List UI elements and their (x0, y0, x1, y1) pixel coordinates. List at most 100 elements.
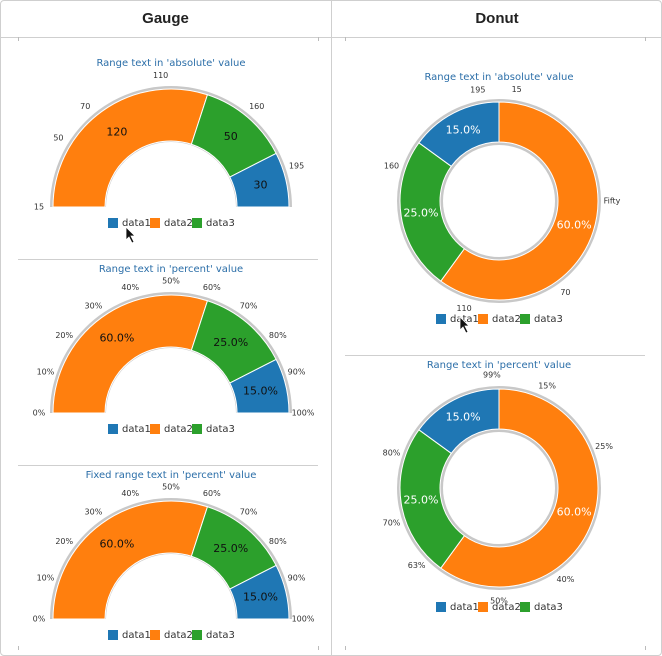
gauge-percent-range-label: 0% (33, 409, 46, 418)
corner-tick (645, 646, 646, 650)
gauge-percent-legend-swatch-data3 (192, 424, 202, 434)
gauge-fixed-percent-range-label: 30% (85, 508, 103, 517)
gauge-separator-2 (18, 465, 318, 466)
donut-absolute-legend-swatch-data2 (478, 314, 488, 324)
donut-percent-range-label: 50% (490, 597, 508, 606)
donut-percent-range-label: 25% (595, 442, 613, 451)
donut-absolute-range-label: 70 (560, 288, 570, 297)
donut-absolute-legend-label-data3: data3 (534, 314, 563, 325)
gauge-percent-legend-swatch-data2 (150, 424, 160, 434)
gauge-percent-legend-label-data1: data1 (122, 424, 151, 435)
donut-absolute-legend-swatch-data3 (520, 314, 530, 324)
gauge-percent-range-label: 30% (85, 302, 103, 311)
gauge-fixed-percent-value-data3: 25.0% (213, 542, 248, 555)
donut-percent-range-label: 15% (538, 381, 556, 390)
donut-absolute-range-label: 195 (470, 86, 485, 95)
donut-absolute-range-label: 15 (512, 85, 522, 94)
gauge-absolute-value-data2: 120 (106, 126, 127, 139)
mouse-cursor-icon (125, 226, 136, 244)
gauge-absolute-range-label: 15 (34, 203, 44, 212)
gauge-percent-legend-swatch-data1 (108, 424, 118, 434)
gauge-absolute-slice-data2 (52, 88, 209, 208)
gauge-absolute-legend-swatch-data2 (150, 218, 160, 228)
gauge-absolute-legend-label-data3: data3 (206, 218, 235, 229)
gauge-absolute-range-label: 70 (80, 102, 90, 111)
gauge-column-header: Gauge (0, 0, 331, 38)
gauge-percent-value-data3: 25.0% (213, 336, 248, 349)
donut-percent-legend-label-data2: data2 (492, 602, 521, 613)
gauge-fixed-percent-range-label: 10% (37, 574, 55, 583)
gauge-absolute-slice-data1 (229, 152, 290, 208)
donut-percent-legend-swatch-data1 (436, 602, 446, 612)
gauge-fixed-percent-range-label: 70% (240, 508, 258, 517)
gauge-fixed-percent-legend-label-data1: data1 (122, 630, 151, 641)
donut-percent-value-data1: 15.0% (446, 411, 481, 424)
gauge-percent-range-label: 60% (203, 283, 221, 292)
donut-absolute-value-data3: 25.0% (403, 206, 438, 219)
donut-absolute-chart: Range text in 'absolute' value 60.0% 25.0%… (384, 72, 621, 325)
gauge-percent-range-label: 10% (37, 368, 55, 377)
gauge-absolute-legend-swatch-data1 (108, 218, 118, 228)
gauge-percent-legend-label-data2: data2 (164, 424, 193, 435)
gauge-fixed-percent-legend-swatch-data2 (150, 630, 160, 640)
gauge-percent-range-label: 80% (269, 331, 287, 340)
gauge-absolute-legend-label-data1: data1 (122, 218, 151, 229)
donut-percent-legend-swatch-data3 (520, 602, 530, 612)
donut-percent-range-label: 63% (408, 561, 426, 570)
gauge-percent-title: Range text in 'percent' value (99, 264, 243, 275)
donut-percent-range-label: 80% (383, 449, 401, 458)
gauge-percent-range-label: 90% (288, 368, 306, 377)
gauge-fixed-percent-value-data2: 60.0% (99, 538, 134, 551)
gauge-fixed-percent-range-label: 20% (55, 537, 73, 546)
gauge-fixed-percent-chart: Fixed range text in 'percent' value 60.0%… (33, 470, 315, 641)
column-divider (331, 0, 332, 656)
gauge-separator-1 (18, 259, 318, 260)
gauge-fixed-percent-legend-label-data3: data3 (206, 630, 235, 641)
donut-column-header: Donut (332, 0, 662, 38)
gauge-absolute-value-data3: 50 (224, 130, 238, 143)
corner-tick (345, 37, 346, 41)
donut-absolute-legend-label-data1: data1 (450, 314, 479, 325)
gauge-fixed-percent-legend-swatch-data1 (108, 630, 118, 640)
gauge-fixed-percent-range-label: 90% (288, 574, 306, 583)
donut-percent-legend-label-data3: data3 (534, 602, 563, 613)
gauge-absolute-legend-swatch-data3 (192, 218, 202, 228)
donut-absolute-value-data1: 15.0% (446, 124, 481, 137)
gauge-percent-range-label: 40% (121, 283, 139, 292)
donut-absolute-slice-data2 (440, 101, 599, 301)
gauge-percent-range-label: 50% (162, 277, 180, 286)
gauge-fixed-percent-range-label: 80% (269, 537, 287, 546)
gauge-absolute-legend-label-data2: data2 (164, 218, 193, 229)
gauge-fixed-percent-legend-label-data2: data2 (164, 630, 193, 641)
donut-absolute-range-label: 110 (456, 304, 471, 313)
gauge-absolute-range-label: 50 (53, 134, 63, 143)
gauge-fixed-percent-value-data1: 15.0% (243, 591, 278, 604)
gauge-percent-slice-data2 (52, 294, 209, 414)
gauge-percent-chart: Range text in 'percent' value 60.0% 25.0% 1… (33, 264, 315, 435)
donut-percent-value-data2: 60.0% (557, 505, 592, 518)
donut-percent-legend-swatch-data2 (478, 602, 488, 612)
corner-tick (18, 37, 19, 41)
donut-absolute-range-label: 160 (384, 162, 399, 171)
gauge-percent-slice-data1 (229, 358, 290, 414)
corner-tick (345, 646, 346, 650)
corner-tick (318, 37, 319, 41)
donut-percent-value-data3: 25.0% (403, 493, 438, 506)
gauge-fixed-percent-slice-data1 (229, 564, 290, 620)
donut-absolute-value-data2: 60.0% (557, 218, 592, 231)
gauge-absolute-title: Range text in 'absolute' value (96, 58, 245, 69)
gauge-absolute-value-data1: 30 (253, 179, 267, 192)
gauge-absolute-chart: Range text in 'absolute' value 120 50 30 15 5… (34, 58, 304, 229)
gauge-percent-range-label: 70% (240, 302, 258, 311)
gauge-fixed-percent-range-label: 60% (203, 489, 221, 498)
gauge-absolute-range-label: 160 (249, 102, 264, 111)
mouse-cursor-icon (459, 316, 470, 334)
donut-absolute-title: Range text in 'absolute' value (424, 72, 573, 83)
gauge-percent-range-label: 20% (55, 331, 73, 340)
gauge-absolute-range-label: 110 (153, 71, 168, 80)
donut-percent-title: Range text in 'percent' value (427, 360, 571, 371)
donut-separator (345, 355, 645, 356)
donut-percent-range-label: 99% (483, 371, 501, 380)
gauge-fixed-percent-range-label: 50% (162, 483, 180, 492)
